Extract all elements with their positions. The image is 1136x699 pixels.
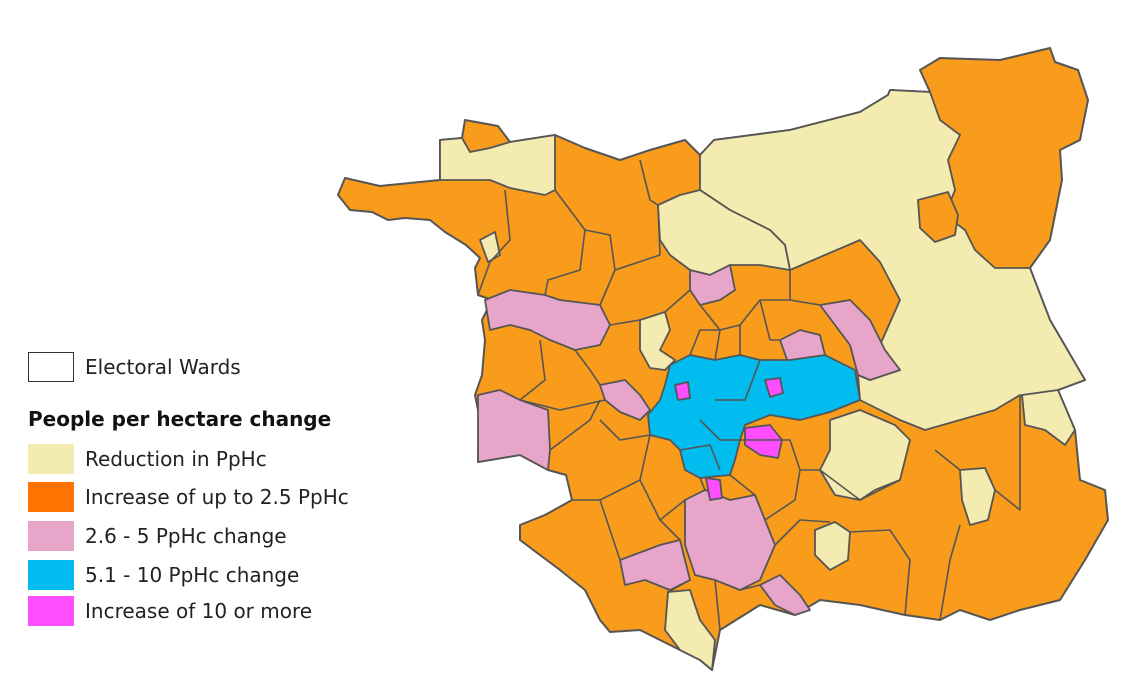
region-south-east-b [814,521,851,571]
legend-label-2-6-5: 2.6 - 5 PpHc change [85,524,287,548]
region-east-sliver [1021,389,1076,446]
ward-boundaries [477,159,1021,631]
region-magenta-north-east [764,377,784,398]
region-inner-pink-b [689,264,736,306]
legend-heading: People per hectare change [28,407,332,431]
region-west-small [479,231,501,263]
pink-regions [477,264,901,616]
legend-wards-label: Electoral Wards [85,355,241,379]
legend-swatch-up-to-2-5 [28,482,74,512]
region-central-north [639,311,676,371]
region-south-east-a [819,409,911,501]
region-north-east-pink [819,299,901,381]
region-south-pink-c [759,574,811,616]
region-east-small [959,467,996,526]
legend-swatch-5-1-10 [28,560,74,590]
region-south [664,589,716,671]
legend-label-up-to-2-5: Increase of up to 2.5 PpHc [85,485,349,509]
region-north-east-island [917,191,959,243]
region-magenta-north-west [674,381,691,401]
region-north-west [439,134,556,196]
reduction-regions [439,89,1086,671]
region-inner-pink-a [599,379,651,421]
region-north-central [657,189,791,276]
magenta-regions [674,377,784,501]
legend-label-10-plus: Increase of 10 or more [85,599,313,623]
legend-swatch-2-6-5 [28,521,74,551]
region-south-pink-a [684,489,776,591]
region-magenta-central [744,424,783,459]
region-magenta-south [705,477,723,501]
legend-label-5-1-10: 5.1 - 10 PpHc change [85,563,300,587]
legend-swatch-10-plus [28,596,74,626]
legend-swatch-reduction [28,444,74,474]
wards-swatch [28,352,74,382]
legend-label-reduction: Reduction in PpHc [85,447,267,471]
